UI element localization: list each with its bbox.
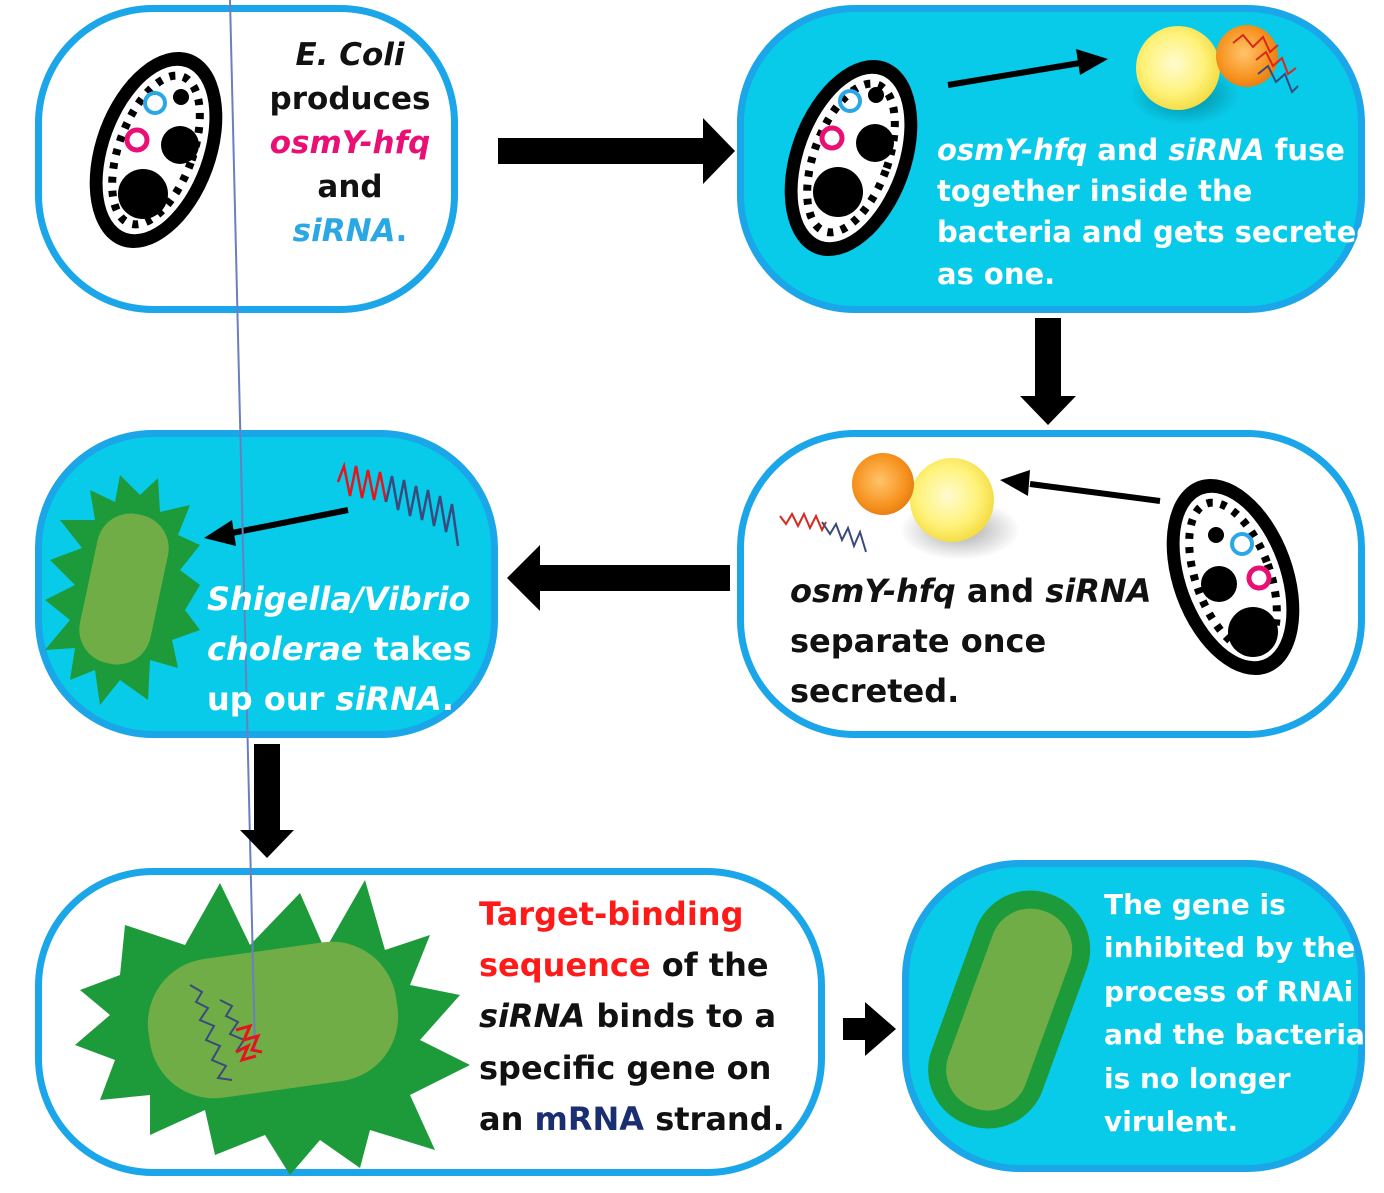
- flow-arrow-icon: [498, 118, 735, 184]
- step-5-segment-7: mRNA: [534, 1099, 645, 1138]
- step-3-segment-0: osmY-hfq: [790, 572, 956, 610]
- sirna-strand-icon: [336, 461, 460, 547]
- step-5-text: Target-binding sequence of the siRNA bin…: [479, 889, 814, 1145]
- step-2-text: osmY-hfq and siRNA fuse together inside …: [937, 130, 1377, 295]
- step-5-segment-4: binds to a: [585, 997, 777, 1036]
- step-5-segment-2: of the: [650, 946, 769, 985]
- step-6-segment-2: process of RNAi: [1104, 974, 1354, 1008]
- step-6-segment-3: and the bacteria: [1104, 1018, 1365, 1052]
- spiky-bacterium-icon: [75, 880, 470, 1175]
- flow-arrow-icon: [1020, 318, 1076, 425]
- step-6-segment-5: virulent.: [1104, 1104, 1239, 1138]
- step-5-segment-3: siRNA: [479, 997, 586, 1036]
- flow-arrow-icon: [507, 545, 730, 611]
- step-2-segment-3: fuse: [1264, 133, 1345, 167]
- step-2-segment-5: bacteria and gets secreted: [937, 215, 1378, 250]
- step-1-segment-5: .: [395, 213, 408, 250]
- sirna-strand-icon: [1232, 33, 1299, 94]
- inhibited-bacterium-icon: [928, 890, 1091, 1129]
- sirna-strand-icon: [779, 511, 867, 553]
- step-5-segment-8: strand.: [644, 1099, 785, 1138]
- step-1-segment-3: and: [317, 169, 383, 206]
- step-5-segment-1: sequence: [479, 946, 651, 985]
- step-3-segment-2: siRNA: [1045, 572, 1152, 610]
- fused-protein-icon: [852, 453, 1020, 560]
- ecoli-cell-icon: [65, 34, 248, 267]
- step-5-segment-5: specific gene on: [479, 1048, 772, 1087]
- step-2-segment-0: osmY-hfq: [937, 133, 1088, 167]
- step-2-segment-1: and: [1087, 133, 1169, 167]
- step-6-segment-4: is no longer: [1104, 1061, 1291, 1095]
- step-4-segment-1: cholerae: [207, 629, 363, 668]
- step-4-segment-5: .: [441, 679, 454, 718]
- step-1-segment-4: siRNA: [292, 213, 396, 250]
- step-6-text: The gene is inhibited by the process of …: [1104, 883, 1365, 1143]
- step-1-segment-0: E. Coli: [295, 37, 405, 73]
- flow-arrow-icon: [240, 744, 294, 858]
- step-4-segment-3: up our: [207, 679, 336, 718]
- flow-arrow-icon: [843, 1002, 896, 1056]
- step-3-segment-4: secreted.: [790, 671, 960, 710]
- spiky-bacterium-icon: [45, 475, 200, 705]
- step-5-segment-0: Target-binding: [479, 895, 744, 933]
- ecoli-cell-icon: [760, 42, 943, 275]
- step-1-segment-1: produces: [269, 81, 431, 118]
- step-3-segment-1: and: [955, 572, 1046, 610]
- fused-protein-icon: [1130, 25, 1278, 125]
- step-6-segment-1: inhibited by the: [1104, 931, 1356, 965]
- step-4-segment-0: Shigella/Vibrio: [207, 580, 471, 618]
- step-1-segment-2: osmY-hfq: [269, 125, 431, 162]
- step-4-segment-2: takes: [362, 629, 472, 668]
- step-2-segment-4: together inside the: [937, 174, 1253, 209]
- step-4-segment-4: siRNA: [335, 679, 442, 718]
- step-3-segment-3: separate once: [790, 621, 1047, 660]
- step-2-segment-2: siRNA: [1168, 133, 1265, 167]
- step-6-segment-0: The gene is: [1104, 888, 1286, 921]
- step-5-segment-6: an: [479, 1099, 535, 1138]
- step-1-text: E. Coli produces osmY-hfq and siRNA.: [245, 33, 455, 253]
- step-2-segment-6: as one.: [937, 256, 1056, 291]
- step-4-text: Shigella/Vibrio cholerae takes up our si…: [207, 575, 497, 725]
- step-3-text: osmY-hfq and siRNA separate once secrete…: [790, 567, 1170, 717]
